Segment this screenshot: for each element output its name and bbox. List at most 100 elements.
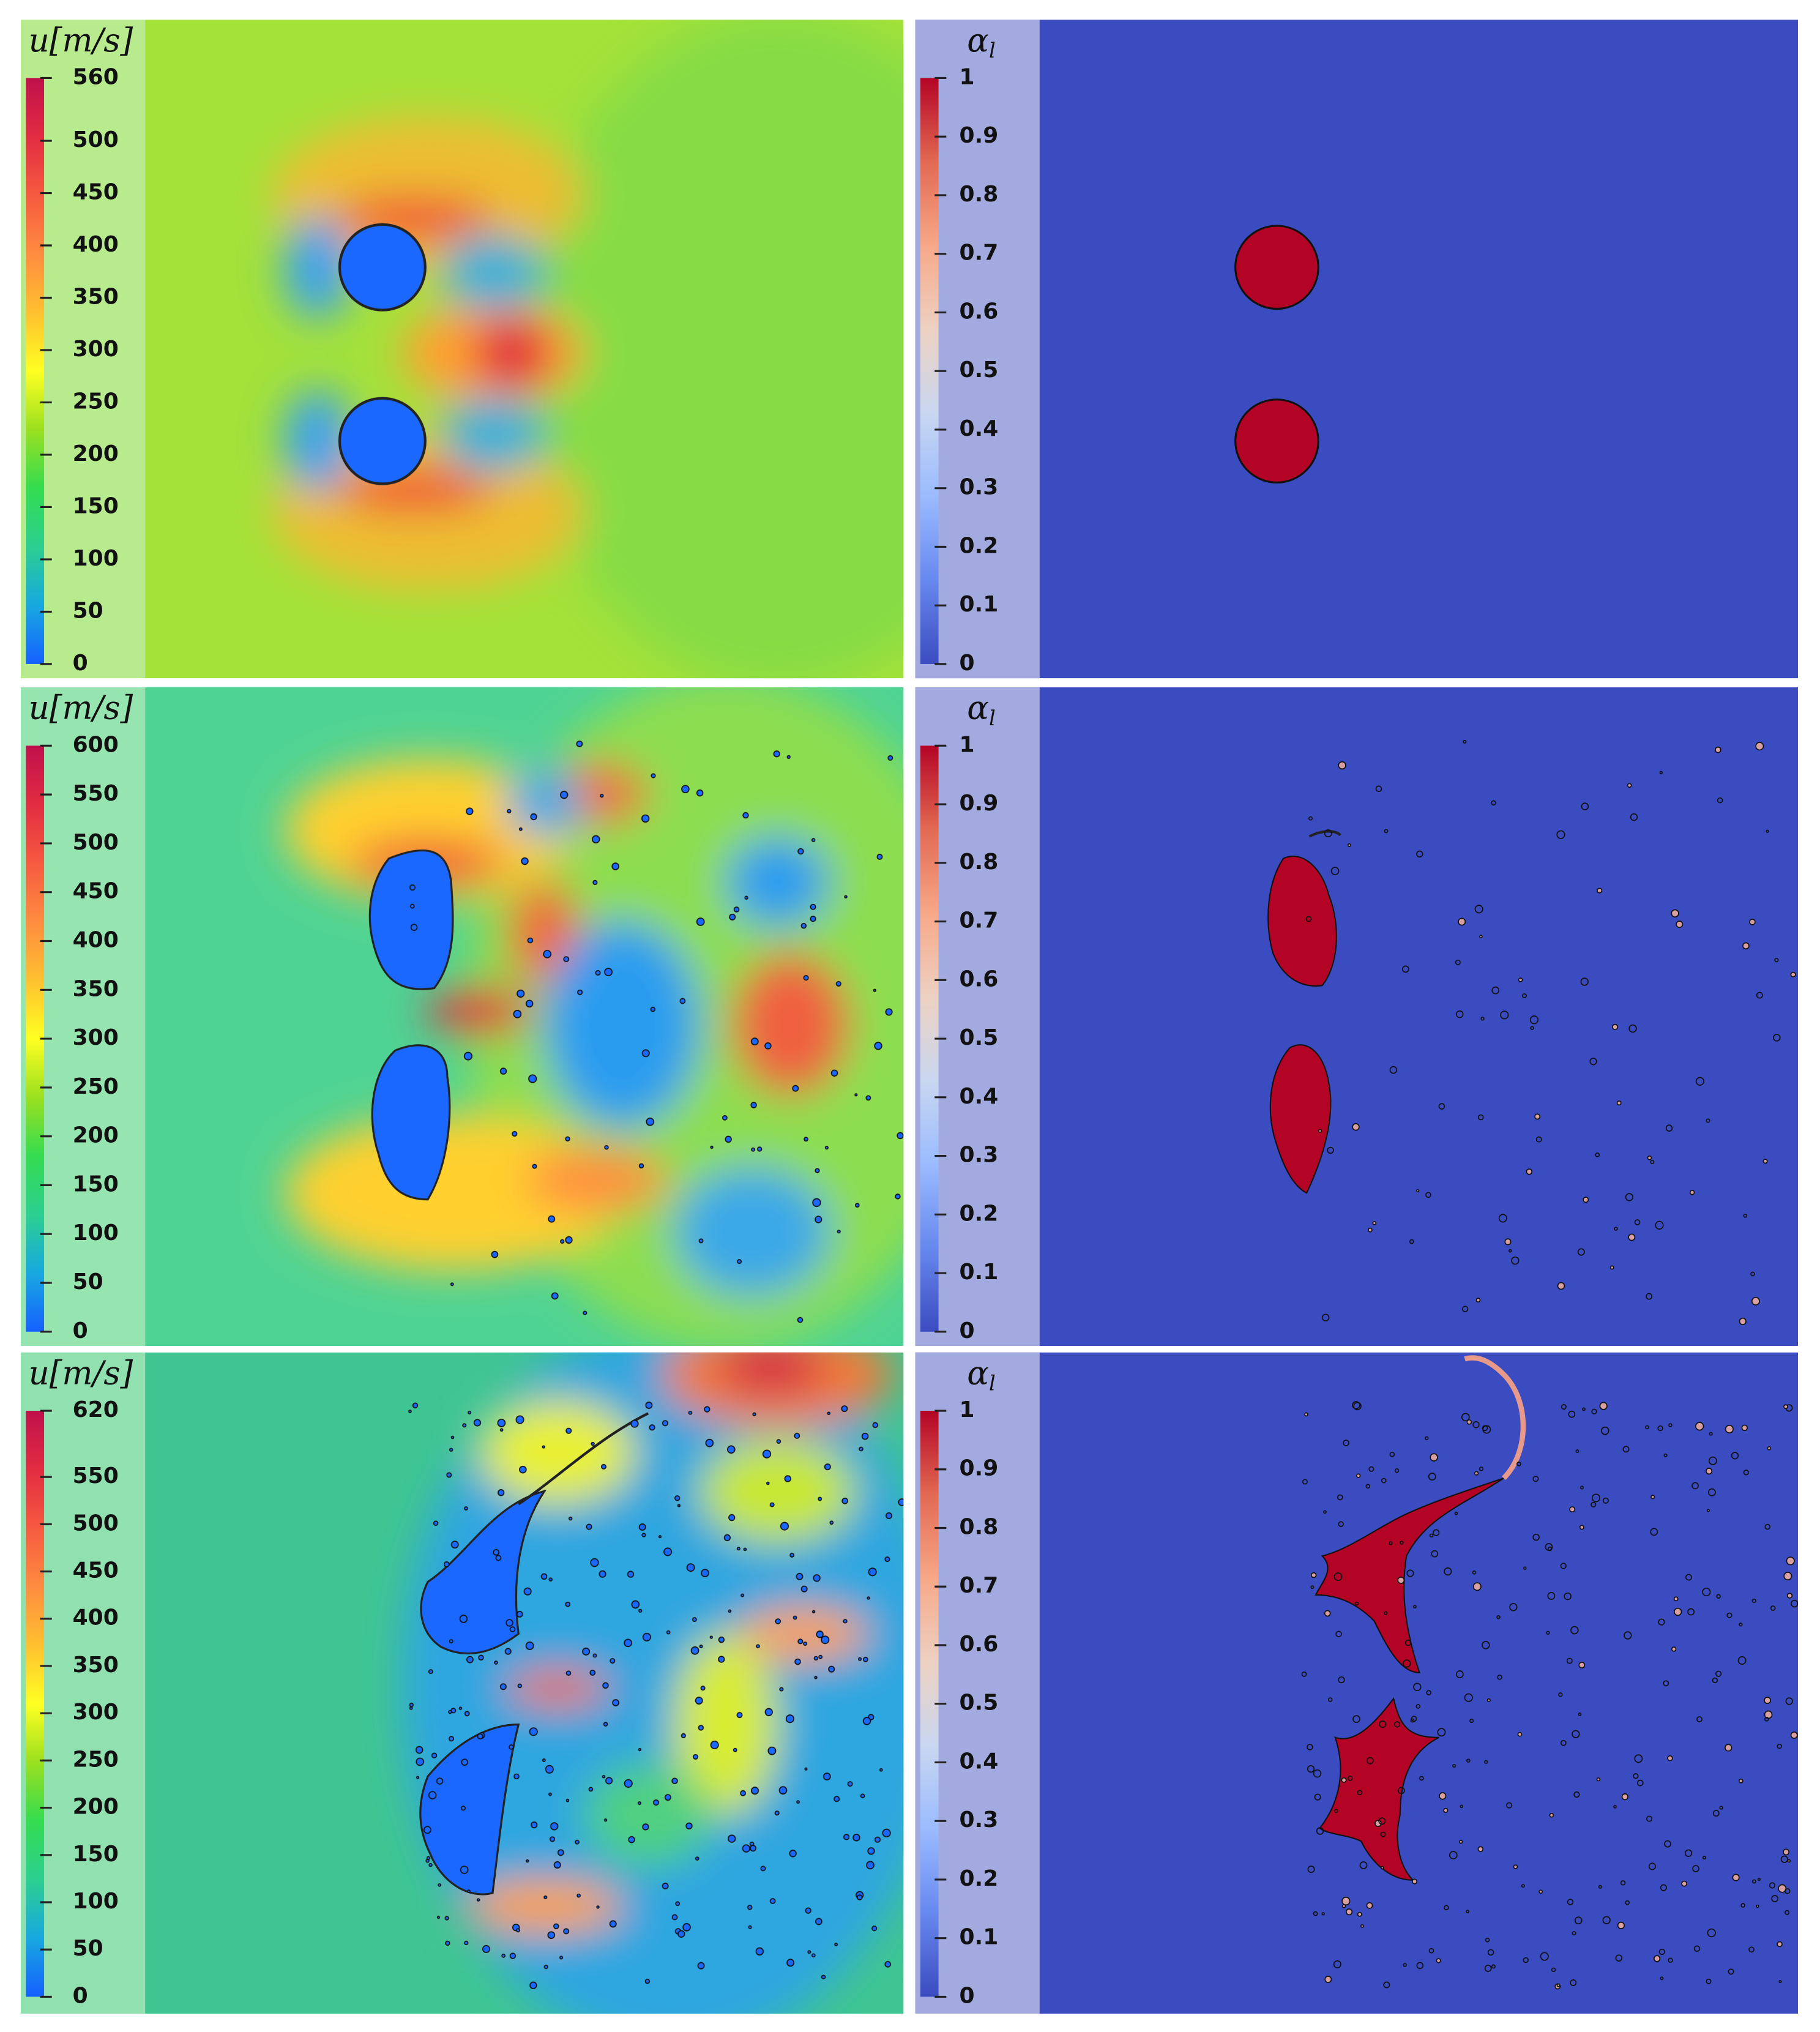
particle [1324, 1610, 1331, 1617]
particle [1416, 1189, 1420, 1193]
tick-label: 0.1 [959, 1260, 998, 1285]
particle [1389, 1451, 1395, 1457]
particle [828, 1665, 835, 1673]
tick-label: 100 [73, 546, 119, 571]
particle [449, 1639, 453, 1644]
particle [1658, 1948, 1665, 1955]
particle [560, 790, 569, 799]
particle [515, 1928, 520, 1933]
particle [796, 1800, 800, 1804]
particle [1786, 1593, 1793, 1599]
particle [583, 1310, 587, 1315]
particle [1706, 1978, 1712, 1984]
particle [628, 1836, 635, 1843]
particle [774, 1810, 780, 1816]
particle [644, 1978, 651, 1984]
particle [1762, 1159, 1768, 1164]
particle [1389, 1541, 1393, 1545]
particle [409, 884, 416, 891]
particle [1780, 1855, 1788, 1863]
particle [1401, 965, 1409, 973]
particle [548, 1792, 552, 1796]
particle [1628, 1024, 1637, 1033]
particle [428, 1791, 437, 1799]
particle [586, 1523, 592, 1530]
particle [497, 1418, 506, 1427]
particle [530, 813, 537, 821]
particle [690, 1646, 699, 1655]
particle [856, 1894, 863, 1900]
tick-label: 0.8 [959, 182, 998, 207]
particle [1772, 1034, 1781, 1042]
particle [1663, 1453, 1668, 1457]
particle [600, 793, 604, 798]
particle [1416, 1962, 1424, 1970]
particle [897, 1132, 904, 1140]
particle [599, 1570, 606, 1578]
particle [565, 1670, 572, 1676]
particle [560, 1239, 565, 1244]
particle [603, 1818, 608, 1822]
tick-label: 350 [73, 284, 119, 309]
particle [1716, 1594, 1721, 1599]
particle [494, 1660, 498, 1665]
particle [1770, 1605, 1776, 1611]
tick-label: 0.1 [959, 1925, 998, 1950]
particle [733, 906, 740, 913]
particle [811, 838, 816, 842]
particle [722, 1115, 728, 1121]
particle [658, 1535, 662, 1539]
particle [1338, 761, 1346, 770]
particle [1538, 1889, 1543, 1894]
particle [408, 1410, 412, 1413]
particle [766, 1481, 770, 1485]
particle [861, 1432, 869, 1440]
particle [671, 1777, 678, 1785]
particle [1579, 1525, 1584, 1530]
tick-label: 0 [959, 1318, 974, 1343]
particle [1560, 1739, 1567, 1746]
particle [431, 1752, 438, 1758]
particle [1484, 1760, 1488, 1764]
particle [466, 1656, 474, 1664]
particle [1561, 1404, 1567, 1410]
particle [775, 1618, 781, 1624]
particle [1570, 1626, 1579, 1635]
particle [425, 1859, 430, 1863]
tick-label: 0 [73, 1318, 88, 1343]
particle [752, 1412, 756, 1416]
particle [1660, 1976, 1664, 1981]
particle [695, 1856, 699, 1861]
particle [729, 913, 736, 921]
particle [1397, 1576, 1405, 1584]
particle [1496, 1615, 1501, 1619]
particle [876, 853, 883, 860]
particle [557, 1849, 564, 1856]
particle [553, 1861, 561, 1869]
particle [1743, 1470, 1749, 1476]
tick-label: 0.6 [959, 1632, 998, 1657]
tick-label: 0.5 [959, 357, 998, 383]
particle [1756, 992, 1763, 999]
particle [1365, 1484, 1371, 1489]
particle [784, 1475, 791, 1482]
particle [642, 1823, 649, 1831]
particle [800, 922, 807, 929]
particle [446, 1472, 452, 1478]
tick-label: 100 [73, 1220, 119, 1246]
particle [1389, 1066, 1398, 1074]
particle [1673, 1607, 1682, 1616]
particle [1313, 1911, 1318, 1916]
tick-label: 150 [73, 1842, 119, 1867]
particle [1338, 1521, 1344, 1527]
particle [1430, 1453, 1438, 1462]
particle [1443, 1807, 1449, 1813]
particle [898, 1498, 904, 1506]
particle [740, 1593, 745, 1597]
particle [797, 1638, 804, 1645]
particle [1755, 742, 1764, 751]
particle [589, 1670, 596, 1676]
particle [1375, 785, 1382, 793]
particle [1307, 1765, 1315, 1773]
